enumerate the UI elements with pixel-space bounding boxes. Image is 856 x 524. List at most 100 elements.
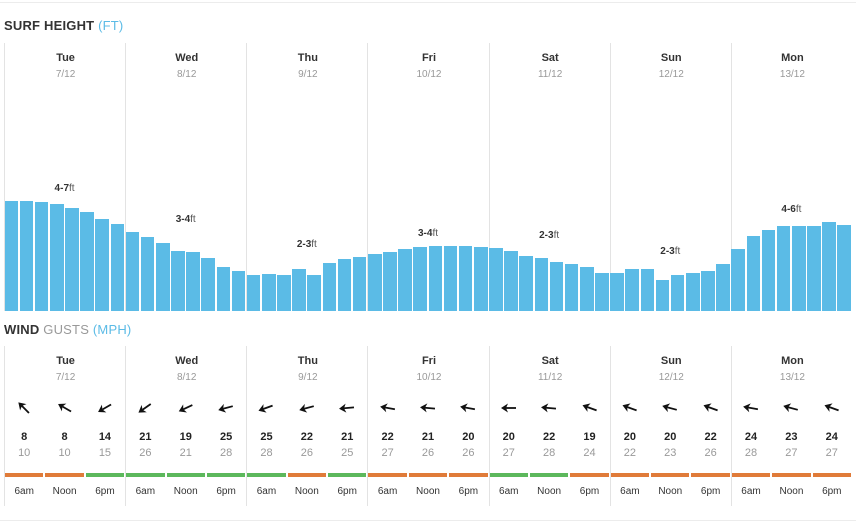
wind-slot: 22 26 Noon	[287, 346, 327, 506]
wind-time-label: Noon	[52, 486, 77, 497]
wind-direction-arrow-icon	[460, 403, 476, 413]
wind-day-name: Sun	[660, 355, 682, 367]
surf-height-range: 2-3	[660, 245, 675, 257]
surf-height-bar	[625, 269, 639, 311]
wind-direction-arrow-icon	[703, 403, 718, 412]
surf-height-unit: ft	[311, 239, 317, 251]
wind-day-column: Wed 8/12	[125, 346, 247, 506]
surf-height-label: 4-7ft	[45, 183, 85, 194]
wind-gust: 15	[98, 447, 112, 459]
wind-slot: 19 21 Noon	[166, 346, 206, 506]
wind-day-date: 13/12	[779, 372, 805, 383]
wind-time-label: 6pm	[579, 486, 600, 497]
wind-condition-bar	[489, 473, 528, 477]
surf-height-bar	[49, 204, 64, 311]
surf-height-label: 3-4ft	[408, 228, 448, 239]
wind-gust: 26	[300, 447, 313, 459]
wind-slot: 21 26 6am	[125, 346, 165, 506]
wind-slot: 24 28 6am	[731, 346, 771, 506]
wind-speed: 21	[341, 431, 354, 443]
wind-direction-arrow-icon	[379, 403, 395, 413]
wind-condition-bar	[368, 473, 407, 477]
wind-slot: 20 22 6am	[610, 346, 650, 506]
surf-height-bar	[322, 262, 337, 311]
wind-condition-bar	[812, 473, 851, 477]
surf-height-bar	[110, 224, 125, 311]
surf-height-bar	[534, 258, 549, 311]
wind-day-column: Sun 12/12	[609, 346, 732, 506]
wind-direction-arrow-icon	[218, 403, 234, 413]
surf-height-range: 3-4	[417, 228, 433, 240]
surf-height-bar	[277, 274, 291, 311]
wind-slot: 22 28 Noon	[529, 346, 569, 506]
wind-time-label: 6am	[135, 486, 156, 497]
surf-height-label: 3-4ft	[166, 214, 206, 225]
wind-speed: 14	[98, 431, 112, 443]
wind-day-name: Wed	[175, 355, 199, 367]
wind-direction-arrow-icon	[98, 403, 112, 413]
surf-height-label: 2-3ft	[287, 239, 327, 250]
wind-gust: 22	[623, 447, 637, 459]
wind-direction-arrow-icon	[743, 403, 759, 413]
wind-speed: 19	[179, 431, 192, 443]
surf-height-bar	[80, 212, 94, 311]
surf-height-label: 2-3ft	[650, 246, 690, 257]
wind-speed: 8	[61, 431, 68, 443]
wind-time-label: 6pm	[216, 486, 236, 497]
wind-time-label: 6am	[499, 486, 519, 497]
surf-height-bar	[413, 247, 427, 311]
surf-height-bar	[791, 226, 806, 311]
wind-slot: 8 10 Noon	[44, 346, 84, 506]
wind-condition-bar	[408, 473, 448, 477]
wind-condition-bar	[651, 473, 690, 477]
surf-day-column: Tue 7/12	[4, 43, 126, 311]
surf-height-label: 4-6ft	[771, 204, 811, 215]
surf-height-bar	[701, 271, 715, 311]
wind-slot: 21 26 Noon	[408, 346, 448, 506]
wind-direction-arrow-icon	[178, 404, 193, 413]
wind-day-name: Sat	[541, 355, 559, 367]
wind-direction-arrow-icon	[420, 403, 436, 413]
surf-height-range: 2-3	[296, 239, 312, 251]
surf-height-bar	[458, 246, 473, 311]
wind-time-label: Noon	[658, 486, 683, 497]
wind-gust: 24	[583, 447, 596, 459]
wind-condition-bar	[247, 473, 286, 477]
wind-time-label: 6am	[256, 486, 277, 497]
surf-height-bar	[504, 250, 518, 311]
bottom-divider	[0, 520, 856, 521]
wind-day-date: 9/12	[298, 372, 318, 383]
surf-height-range: 4-7	[54, 183, 69, 194]
wind-speed: 8	[21, 431, 28, 443]
wind-time-label: Noon	[173, 486, 198, 497]
surf-height-bar	[125, 231, 140, 311]
surf-height-bar	[746, 236, 761, 311]
wind-day-date: 8/12	[176, 372, 197, 383]
wind-direction-arrow-icon	[783, 403, 799, 413]
wind-speed: 21	[421, 431, 435, 443]
wind-time-label: 6pm	[700, 486, 721, 497]
surf-height-bar	[201, 258, 215, 311]
surf-height-chart: Tue 7/12 Wed 8/12 Thu 9/12 Fri 10/12 Sat 11/12 Sun…	[4, 43, 852, 311]
wind-day-name: Fri	[421, 355, 437, 367]
wind-direction-arrow-icon	[299, 403, 314, 413]
wind-condition-bar	[5, 473, 44, 477]
wind-speed: 24	[825, 431, 838, 443]
wind-time-label: 6am	[377, 486, 398, 497]
surf-height-unit: ft	[432, 228, 438, 240]
wind-speed: 22	[300, 431, 313, 443]
wind-speed: 20	[664, 431, 677, 443]
wind-slot: 19 24 6pm	[569, 346, 609, 506]
wind-time-label: 6pm	[822, 486, 842, 497]
surf-height-bar	[307, 274, 321, 311]
wind-day-column: Tue 7/12	[4, 346, 126, 506]
wind-time-label: 6am	[741, 486, 761, 497]
wind-gust: 10	[18, 447, 31, 459]
wind-condition-bar	[610, 473, 650, 477]
wind-condition-bar	[449, 473, 488, 477]
surf-height-bar	[716, 263, 730, 311]
wind-condition-bar	[570, 473, 609, 477]
surf-height-range: 2-3	[539, 230, 554, 242]
surf-height-bar	[398, 249, 412, 311]
wind-slot: 23 27 Noon	[771, 346, 811, 506]
